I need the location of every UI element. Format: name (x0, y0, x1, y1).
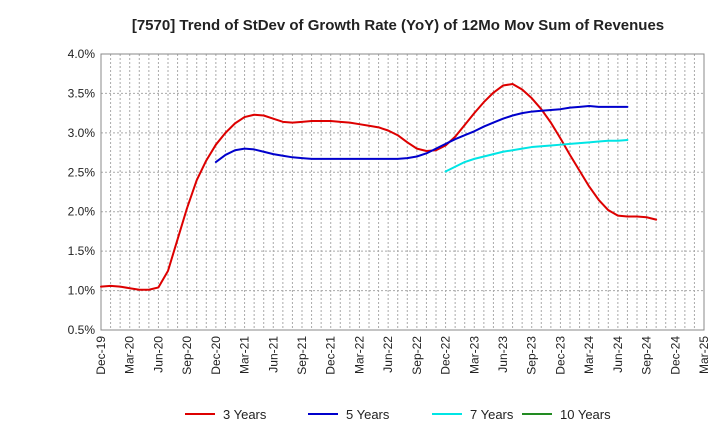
x-tick-label: Sep-22 (410, 336, 424, 375)
x-tick-label: Dec-21 (324, 336, 338, 375)
x-tick-label: Jun-21 (266, 336, 280, 373)
x-tick-label: Dec-20 (209, 336, 223, 375)
x-tick-label: Dec-19 (94, 336, 108, 375)
x-tick-label: Mar-25 (697, 336, 711, 374)
legend-label: 7 Years (470, 407, 514, 422)
x-tick-label: Dec-22 (439, 336, 453, 375)
chart-title: [7570] Trend of StDev of Growth Rate (Yo… (132, 17, 664, 34)
y-tick-label: 1.5% (68, 244, 96, 258)
x-tick-label: Jun-20 (151, 336, 165, 373)
y-tick-label: 0.5% (68, 323, 96, 337)
legend-label: 10 Years (560, 407, 611, 422)
y-tick-label: 4.0% (68, 47, 96, 61)
y-tick-label: 3.5% (68, 86, 96, 100)
x-tick-label: Mar-21 (238, 336, 252, 374)
legend-label: 5 Years (346, 407, 390, 422)
x-tick-label: Jun-23 (496, 336, 510, 373)
x-tick-label: Jun-22 (381, 336, 395, 373)
y-tick-label: 2.5% (68, 165, 96, 179)
plot-frame (100, 53, 705, 331)
y-axis-ticks: 0.5% 1.0% 1.5% 2.0% 2.5% 3.0% 3.5% 4.0% (68, 47, 96, 337)
x-tick-label: Mar-22 (352, 336, 366, 374)
y-tick-label: 2.0% (68, 205, 96, 219)
x-tick-label: Dec-23 (553, 336, 567, 375)
legend: 3 Years 5 Years 7 Years 10 Years (185, 407, 611, 422)
x-axis-ticks: Dec-19 Mar-20 Jun-20 Sep-20 Dec-20 Mar-21 Jun-… (94, 336, 711, 375)
series-line-7-years (444, 138, 629, 173)
x-tick-label: Sep-23 (525, 336, 539, 375)
x-tick-label: Mar-23 (467, 336, 481, 374)
x-tick-label: Jun-24 (611, 336, 625, 373)
legend-label: 3 Years (223, 407, 267, 422)
x-tick-label: Sep-21 (295, 336, 309, 375)
x-tick-label: Mar-20 (123, 336, 137, 374)
y-tick-label: 3.0% (68, 126, 96, 140)
series-lines (100, 82, 658, 291)
grid (101, 53, 704, 331)
x-tick-label: Sep-20 (180, 336, 194, 375)
x-tick-label: Dec-24 (668, 336, 682, 375)
series-line-5-years (214, 105, 629, 164)
x-tick-label: Mar-24 (582, 336, 596, 374)
x-tick-label: Sep-24 (640, 336, 654, 375)
y-tick-label: 1.0% (68, 284, 96, 298)
